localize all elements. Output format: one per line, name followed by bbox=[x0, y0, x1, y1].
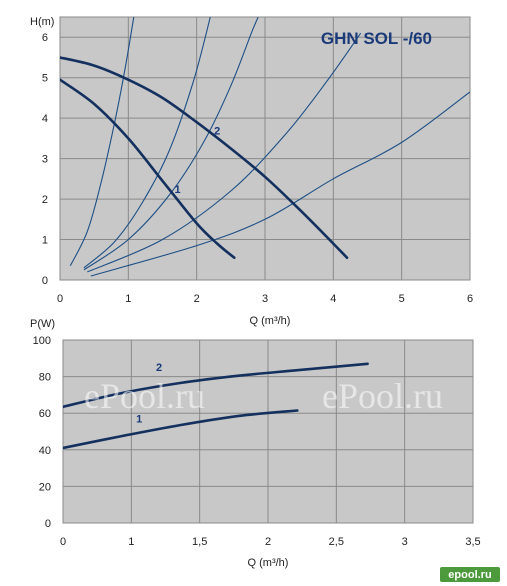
power-series bbox=[63, 362, 369, 450]
power-curve-label-1: 1 bbox=[136, 413, 142, 425]
head-x-tick-label: 6 bbox=[467, 293, 473, 305]
head-series bbox=[60, 56, 349, 259]
head-curve-1 bbox=[60, 78, 236, 259]
head-ticks: 0 1 2 3 4 5 6 0 1 2 3 4 5 6 bbox=[42, 32, 473, 305]
power-y-tick-label: 20 bbox=[39, 481, 51, 493]
watermark-logo: epool.ru bbox=[448, 569, 491, 581]
power-x-tick-label: 1 bbox=[128, 536, 134, 548]
power-x-tick-label: 0 bbox=[60, 536, 66, 548]
head-curve-2 bbox=[60, 56, 349, 259]
system-curve-4 bbox=[87, 32, 362, 273]
power-y-tick-label: 60 bbox=[39, 408, 51, 420]
power-y-tick-label: 100 bbox=[33, 335, 51, 347]
power-curve-1 bbox=[63, 409, 299, 450]
head-y-tick-label: 5 bbox=[42, 73, 48, 85]
power-ticks: 0 1 1,5 2 2,5 3 3,5 0 20 40 60 80 100 bbox=[33, 335, 481, 548]
system-curve-3 bbox=[83, 17, 259, 271]
head-chart: 0 1 2 3 4 5 6 0 1 2 3 4 5 6 GHN SOL -/60 H(m) Q (m³/h… bbox=[30, 16, 473, 327]
power-x-tick-label: 2 bbox=[265, 536, 271, 548]
system-curve-2 bbox=[83, 17, 211, 269]
head-y-tick-label: 0 bbox=[42, 275, 48, 287]
head-y-axis-label: H(m) bbox=[30, 16, 54, 28]
power-x-axis-label: Q (m³/h) bbox=[248, 557, 289, 569]
power-y-tick-label: 0 bbox=[45, 518, 51, 530]
power-x-tick-label: 3 bbox=[402, 536, 408, 548]
system-curve-1 bbox=[69, 17, 135, 267]
head-y-tick-label: 2 bbox=[42, 194, 48, 206]
power-y-tick-label: 80 bbox=[39, 372, 51, 384]
head-x-tick-label: 2 bbox=[194, 293, 200, 305]
chart-title: GHN SOL -/60 bbox=[321, 29, 432, 48]
head-x-tick-label: 0 bbox=[57, 293, 63, 305]
power-y-tick-label: 40 bbox=[39, 445, 51, 457]
power-y-axis-label: P(W) bbox=[30, 318, 55, 330]
head-curve-label-2: 2 bbox=[214, 125, 220, 137]
head-x-axis-label: Q (m³/h) bbox=[250, 315, 291, 327]
power-curve-2 bbox=[63, 362, 369, 409]
power-x-tick-label: 3,5 bbox=[465, 536, 480, 548]
head-curve-label-1: 1 bbox=[174, 184, 180, 196]
watermark-center: ePool.ru bbox=[84, 376, 205, 416]
power-x-tick-label: 1,5 bbox=[192, 536, 207, 548]
head-y-tick-label: 1 bbox=[42, 235, 48, 247]
head-x-tick-label: 3 bbox=[262, 293, 268, 305]
head-x-tick-label: 1 bbox=[125, 293, 131, 305]
watermark-left-fragment: u bbox=[0, 376, 12, 416]
system-curve-5 bbox=[90, 91, 470, 277]
power-curve-label-2: 2 bbox=[156, 362, 162, 374]
head-y-tick-label: 4 bbox=[42, 113, 48, 125]
watermark-logo-badge bbox=[440, 567, 500, 582]
head-y-tick-label: 3 bbox=[42, 154, 48, 166]
head-x-tick-label: 4 bbox=[330, 293, 336, 305]
head-y-tick-label: 6 bbox=[42, 32, 48, 44]
watermark-right: ePool.ru bbox=[322, 376, 443, 416]
system-curves bbox=[69, 17, 470, 277]
power-x-tick-label: 2,5 bbox=[329, 536, 344, 548]
head-x-tick-label: 5 bbox=[399, 293, 405, 305]
